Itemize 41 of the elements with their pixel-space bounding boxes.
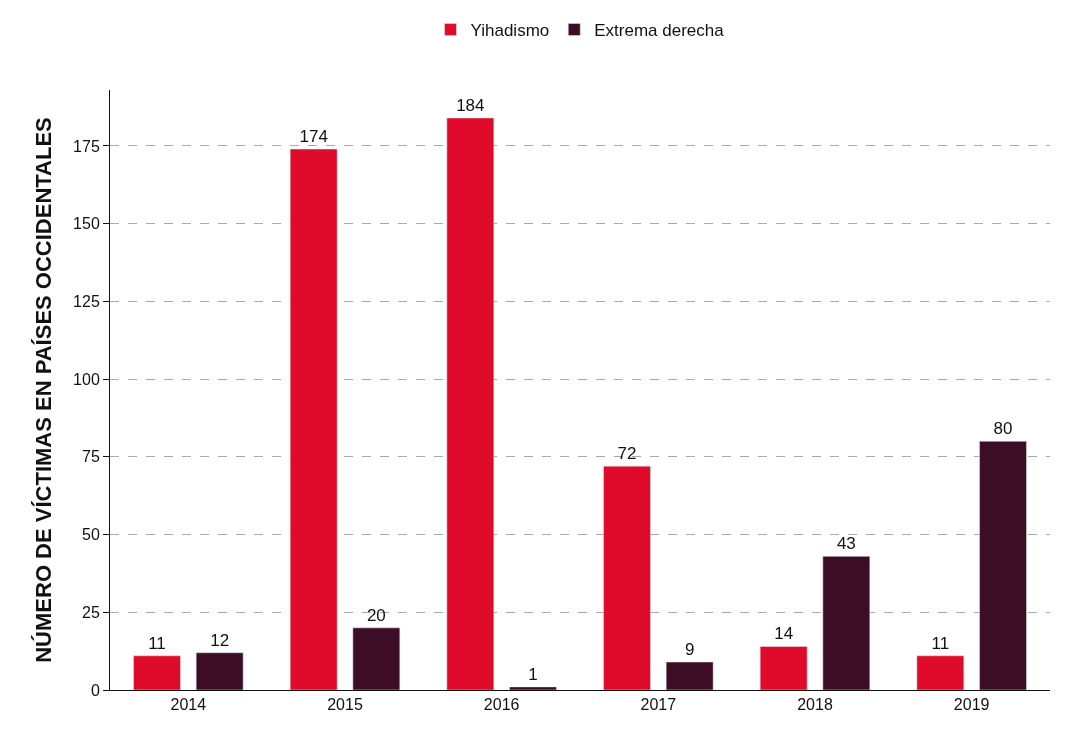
bar bbox=[352, 627, 401, 690]
y-tick-label: 0 bbox=[90, 681, 100, 699]
bar bbox=[509, 686, 557, 690]
y-tick-label: 25 bbox=[82, 603, 100, 621]
legend-label: Extrema derecha bbox=[594, 21, 725, 41]
data-label: 43 bbox=[836, 534, 856, 554]
legend-label: Yihadismo bbox=[470, 21, 550, 41]
bar bbox=[195, 652, 244, 690]
data-label: 1 bbox=[528, 664, 538, 684]
data-label: 80 bbox=[993, 419, 1013, 439]
bar bbox=[916, 655, 965, 690]
y-tick-label: 150 bbox=[73, 215, 100, 233]
y-tick-label: 50 bbox=[82, 526, 100, 544]
data-label: 20 bbox=[366, 605, 386, 625]
data-label: 11 bbox=[931, 633, 950, 653]
bar bbox=[446, 117, 495, 690]
bar bbox=[979, 441, 1027, 690]
x-tick-label: 2014 bbox=[170, 696, 207, 714]
bar bbox=[603, 465, 651, 690]
x-tick-label: 2015 bbox=[327, 696, 363, 714]
bar bbox=[822, 556, 871, 690]
data-label: 9 bbox=[684, 640, 695, 660]
y-tick-label: 100 bbox=[73, 370, 100, 388]
bar bbox=[289, 148, 338, 690]
x-tick-label: 2018 bbox=[797, 696, 833, 714]
x-tick-label: 2019 bbox=[953, 696, 990, 714]
x-tick-label: 2016 bbox=[483, 696, 520, 714]
y-axis-title: NÚMERO DE VÍCTIMAS EN PAÍSES OCCIDENTALES bbox=[30, 117, 56, 663]
y-tick-label: 125 bbox=[73, 293, 100, 310]
x-tick-label: 2017 bbox=[640, 696, 677, 714]
bar bbox=[133, 655, 181, 690]
data-label: 12 bbox=[210, 630, 230, 650]
data-label: 72 bbox=[617, 444, 637, 464]
y-tick-label: 75 bbox=[82, 448, 100, 466]
bar bbox=[665, 661, 714, 690]
data-label: 11 bbox=[148, 633, 166, 653]
data-label: 174 bbox=[299, 127, 328, 147]
y-tick-label: 175 bbox=[73, 137, 100, 155]
bar bbox=[759, 646, 808, 690]
data-label: 184 bbox=[456, 95, 485, 115]
data-label: 14 bbox=[774, 624, 794, 644]
